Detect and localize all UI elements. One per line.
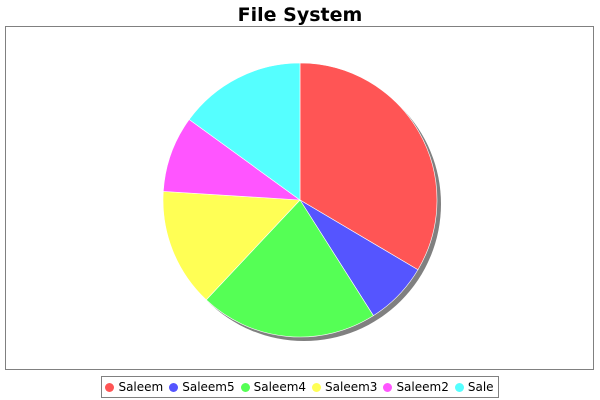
pie-slice-saleem4 [205, 199, 374, 338]
legend-swatch [454, 382, 464, 392]
plot-area [5, 26, 594, 370]
legend-label: Sale [467, 380, 494, 394]
legend-swatch [383, 382, 393, 392]
pie-slice-sale [188, 62, 301, 201]
legend: Saleem Saleem5 Saleem4 Saleem3 Saleem2 Sale [0, 376, 600, 398]
legend-swatch [169, 382, 179, 392]
legend-item-saleem5: Saleem5 [169, 379, 235, 395]
legend-label: Saleem3 [325, 380, 378, 394]
legend-item-saleem: Saleem [105, 379, 163, 395]
pie-slice-saleem3 [162, 191, 301, 301]
legend-item-sale: Sale [454, 379, 494, 395]
legend-label: Saleem4 [253, 380, 307, 394]
legend-box: Saleem Saleem5 Saleem4 Saleem3 Saleem2 Sale [101, 376, 499, 398]
chart-title: File System [237, 4, 363, 26]
legend-item-saleem2: Saleem2 [383, 379, 449, 395]
legend-swatch [240, 382, 250, 392]
legend-label: Saleem [118, 380, 164, 394]
legend-label: Saleem5 [182, 380, 235, 394]
legend-item-saleem3: Saleem3 [312, 379, 377, 395]
pie-slice-saleem [299, 62, 438, 271]
pie-chart [162, 62, 441, 341]
legend-swatch [312, 382, 322, 392]
legend-item-saleem4: Saleem4 [240, 379, 307, 395]
legend-swatch [105, 382, 115, 392]
legend-label: Saleem2 [396, 380, 449, 394]
